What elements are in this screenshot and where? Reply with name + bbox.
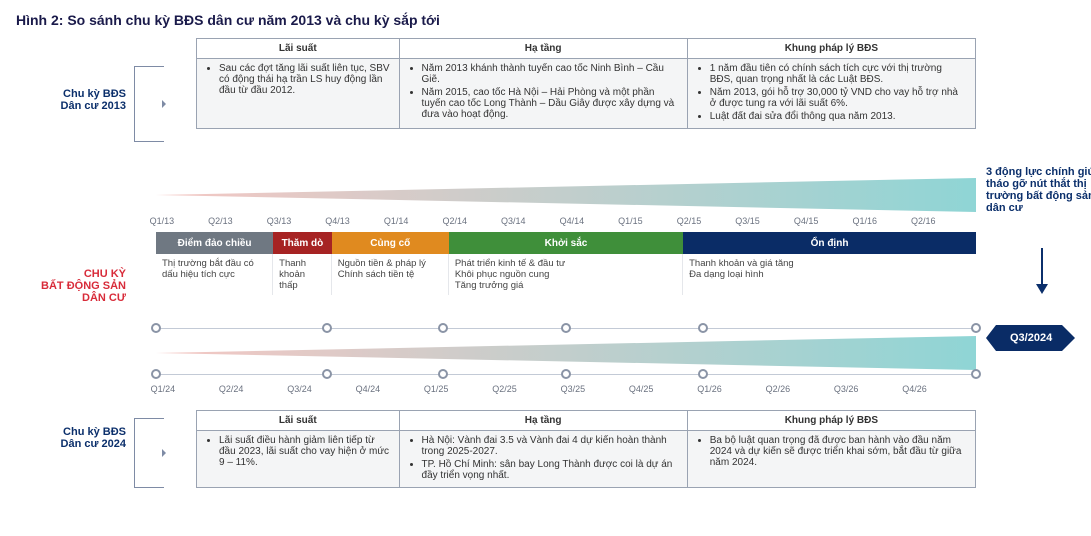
diagram-content: Chu kỳ BĐSDân cư 2013 CHU KỲBẤT ĐỘNG SẢN… xyxy=(16,38,1075,518)
quarter-label: Q2/16 xyxy=(911,216,936,226)
cell: Ba bộ luật quan trọng đã được ban hành v… xyxy=(687,431,975,488)
list-item: Hà Nội: Vành đai 3.5 và Vành đai 4 dự ki… xyxy=(422,435,679,457)
cell: Hà Nội: Vành đai 3.5 và Vành đai 4 dự ki… xyxy=(399,431,687,488)
label-cycle-main: CHU KỲBẤT ĐỘNG SẢNDÂN CƯ xyxy=(16,268,126,304)
quarters-axis-top: Q1/13Q2/13Q3/13Q4/13Q1/14Q2/14Q3/14Q4/14… xyxy=(156,216,976,230)
timeline-dot xyxy=(971,323,981,333)
col-header: Hạ tầng xyxy=(399,411,687,431)
phase-segment: Điểm đảo chiều xyxy=(156,232,273,254)
col-header: Lãi suất xyxy=(197,39,400,59)
phase-description: Thanh khoản và giá tăngĐa dạng loại hình xyxy=(683,254,976,295)
timeline-dot xyxy=(438,369,448,379)
phase-bar: Điểm đảo chiềuThăm dòCủng cốKhởi sắcỔn đ… xyxy=(156,232,976,254)
label-right-note: 3 động lực chính giúp tháo gỡ nút thắt t… xyxy=(986,166,1091,214)
cell: 1 năm đầu tiên có chính sách tích cực vớ… xyxy=(687,59,975,129)
table-2024: Lãi suất Hạ tầng Khung pháp lý BĐS Lãi s… xyxy=(196,410,976,488)
quarter-label: Q3/14 xyxy=(501,216,526,226)
table-2013: Lãi suất Hạ tầng Khung pháp lý BĐS Sau c… xyxy=(196,38,976,129)
quarter-label: Q4/26 xyxy=(902,384,927,394)
quarter-label: Q3/24 xyxy=(287,384,312,394)
arrow-tag-q3-2024: Q3/2024 xyxy=(996,325,1062,351)
phase-description: Phát triển kinh tế & đầu tưKhôi phục ngu… xyxy=(449,254,683,295)
phase-descriptions: Thị trường bắt đầu có dấu hiệu tích cựcT… xyxy=(156,254,976,295)
quarter-label: Q1/24 xyxy=(151,384,176,394)
quarters-axis-bottom: Q1/24Q2/24Q3/24Q4/24Q1/25Q2/25Q3/25Q4/25… xyxy=(156,384,976,398)
quarter-label: Q1/15 xyxy=(618,216,643,226)
quarter-label: Q2/25 xyxy=(492,384,517,394)
phase-description: Thanh khoản thấp xyxy=(273,254,332,295)
dot-line-top xyxy=(156,328,976,329)
quarter-label: Q2/26 xyxy=(766,384,791,394)
timeline-dot xyxy=(438,323,448,333)
quarter-label: Q1/13 xyxy=(150,216,175,226)
quarter-label: Q3/25 xyxy=(561,384,586,394)
quarter-label: Q1/26 xyxy=(697,384,722,394)
cell: Lãi suất điều hành giảm liên tiếp từ đầu… xyxy=(197,431,400,488)
timeline-dot xyxy=(322,323,332,333)
list-item: 1 năm đầu tiên có chính sách tích cực vớ… xyxy=(710,63,967,85)
down-arrow-icon xyxy=(1036,284,1048,300)
timeline-dot xyxy=(561,369,571,379)
wedge-bottom xyxy=(156,336,976,370)
timeline-dot xyxy=(151,323,161,333)
quarter-label: Q3/15 xyxy=(735,216,760,226)
quarter-label: Q3/13 xyxy=(267,216,292,226)
quarter-label: Q1/16 xyxy=(852,216,877,226)
wedge-top xyxy=(156,178,976,212)
bracket-bottom xyxy=(134,418,164,488)
timeline-dot xyxy=(561,323,571,333)
phase-segment: Ổn định xyxy=(683,232,976,254)
list-item: TP. Hồ Chí Minh: sân bay Long Thành được… xyxy=(422,459,679,481)
quarter-label: Q1/14 xyxy=(384,216,409,226)
list-item: Năm 2013, gói hỗ trợ 30,000 tỷ VND cho v… xyxy=(710,87,967,109)
list-item: Luật đất đai sửa đổi thông qua năm 2013. xyxy=(710,111,967,122)
cell: Sau các đợt tăng lãi suất liên tục, SBV … xyxy=(197,59,400,129)
phase-segment: Thăm dò xyxy=(273,232,332,254)
dot-line-bottom xyxy=(156,374,976,375)
quarter-label: Q3/26 xyxy=(834,384,859,394)
bracket-top xyxy=(134,66,164,142)
quarter-label: Q2/13 xyxy=(208,216,233,226)
quarter-label: Q1/25 xyxy=(424,384,449,394)
list-item: Lãi suất điều hành giảm liên tiếp từ đầu… xyxy=(219,435,391,468)
figure-title: Hình 2: So sánh chu kỳ BĐS dân cư năm 20… xyxy=(16,12,1075,28)
timeline-dot xyxy=(698,323,708,333)
quarter-label: Q4/25 xyxy=(629,384,654,394)
quarter-label: Q4/24 xyxy=(356,384,381,394)
label-cycle-2013: Chu kỳ BĐSDân cư 2013 xyxy=(16,88,126,112)
phase-segment: Khởi sắc xyxy=(449,232,683,254)
col-header: Khung pháp lý BĐS xyxy=(687,39,975,59)
timeline-dot xyxy=(971,369,981,379)
quarter-label: Q4/13 xyxy=(325,216,350,226)
label-cycle-2024: Chu kỳ BĐSDân cư 2024 xyxy=(16,426,126,450)
phase-segment: Củng cố xyxy=(332,232,449,254)
timeline-dot xyxy=(322,369,332,379)
quarter-label: Q2/14 xyxy=(442,216,467,226)
col-header: Lãi suất xyxy=(197,411,400,431)
quarter-label: Q4/14 xyxy=(560,216,585,226)
phase-description: Nguồn tiền & pháp lýChính sách tiền tệ xyxy=(332,254,449,295)
timeline-dot xyxy=(151,369,161,379)
list-item: Sau các đợt tăng lãi suất liên tục, SBV … xyxy=(219,63,391,96)
list-item: Năm 2013 khánh thành tuyến cao tốc Ninh … xyxy=(422,63,679,85)
quarter-label: Q2/15 xyxy=(677,216,702,226)
quarter-label: Q4/15 xyxy=(794,216,819,226)
list-item: Năm 2015, cao tốc Hà Nội – Hải Phòng và … xyxy=(422,87,679,120)
list-item: Ba bộ luật quan trọng đã được ban hành v… xyxy=(710,435,967,468)
cell: Năm 2013 khánh thành tuyến cao tốc Ninh … xyxy=(399,59,687,129)
quarter-label: Q2/24 xyxy=(219,384,244,394)
phase-description: Thị trường bắt đầu có dấu hiệu tích cực xyxy=(156,254,273,295)
col-header: Hạ tầng xyxy=(399,39,687,59)
timeline-dot xyxy=(698,369,708,379)
col-header: Khung pháp lý BĐS xyxy=(687,411,975,431)
